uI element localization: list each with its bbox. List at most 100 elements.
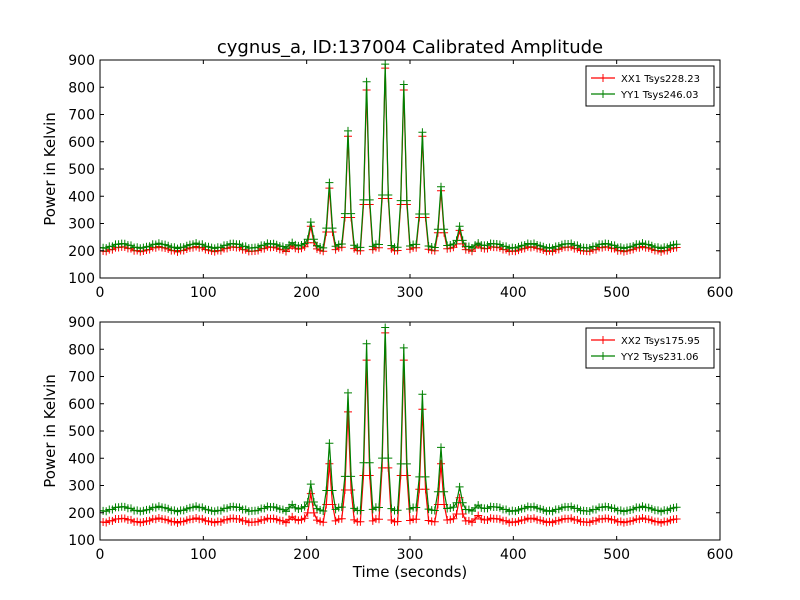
data-point-marker [412,515,421,524]
data-point-marker [347,472,356,481]
data-point-marker [319,518,328,527]
data-point-marker [337,514,346,523]
plot-area [100,60,681,256]
plot-area [100,323,681,527]
data-point-marker [393,506,402,515]
data-point-marker [328,224,337,233]
y-tick-label: 200 [68,506,95,522]
data-point-marker [458,498,467,507]
legend-label-2: YY2 Tsys231.06 [620,352,699,363]
data-point-marker [384,190,393,199]
data-point-marker [402,459,411,468]
data-point-marker [365,471,374,480]
data-point-marker [365,458,374,467]
data-point-marker [672,240,681,249]
legend: XX1 Tsys228.23 YY1 Tsys246.03 [585,65,715,107]
data-point-marker [356,506,365,515]
figure-title: cygnus_a, ID:137004 Calibrated Amplitude [217,37,603,58]
legend-label-1: XX2 Tsys175.95 [621,336,700,347]
data-point-marker [672,503,681,512]
data-point-marker [344,126,352,135]
data-point-marker [337,240,346,249]
data-point-marker [306,489,315,498]
x-tick-label: 400 [500,285,527,301]
data-point-marker [344,388,352,397]
data-point-marker [337,503,346,512]
data-point-marker [319,243,328,252]
data-point-marker [440,487,449,496]
data-point-marker [430,506,439,515]
data-point-marker [430,243,439,252]
data-point-marker [319,507,328,516]
data-point-marker [381,323,390,332]
data-point-marker [418,128,427,137]
data-point-marker [449,503,458,512]
data-point-marker [365,195,374,204]
data-point-marker [402,471,411,480]
data-point-marker [440,225,449,234]
legend-box [585,65,715,107]
data-point-marker [300,239,309,248]
y-tick-label: 600 [68,397,95,413]
data-point-marker [672,514,681,523]
data-point-marker [375,503,383,512]
y-tick-label: 600 [68,135,95,151]
series-markers-2 [100,60,681,253]
legend-label-2: YY1 Tsys246.03 [620,90,699,101]
y-tick-label: 100 [68,271,95,287]
data-point-marker [328,486,337,495]
data-point-marker [421,210,430,219]
data-point-marker [306,480,315,489]
data-point-marker [356,517,365,526]
data-point-marker [375,240,383,249]
data-point-marker [344,407,352,416]
legend-marker-2 [599,90,607,98]
data-point-marker [325,459,334,468]
legend-label-1: XX1 Tsys228.23 [621,74,700,85]
data-point-marker [393,243,402,252]
data-point-marker [300,514,309,523]
data-point-marker [402,196,411,205]
series-markers-2 [100,323,681,516]
data-point-marker [412,503,421,512]
data-point-marker [430,517,439,526]
x-tick-label: 600 [707,285,734,301]
x-tick-label: 500 [603,547,630,563]
y-axis-label: Power in Kelvin [41,112,59,226]
y-tick-label: 200 [68,244,95,260]
y-tick-label: 300 [68,217,95,233]
legend-box [585,327,715,369]
data-point-marker [309,497,318,506]
data-point-marker [384,454,393,463]
data-point-marker [412,240,421,249]
data-point-marker [437,443,445,452]
y-tick-label: 800 [68,342,95,358]
y-tick-label: 900 [68,53,95,69]
x-tick-label: 200 [293,285,320,301]
y-tick-label: 100 [68,533,95,549]
x-axis-label: Time (seconds) [352,563,468,581]
x-tick-label: 400 [500,547,527,563]
chart-panel-2: 0 100 200 300 400 500 600100200300400500600700… [41,315,733,581]
x-tick-label: 500 [603,285,630,301]
y-tick-label: 400 [68,451,95,467]
data-point-marker [306,218,315,227]
data-point-marker [309,235,318,244]
chart-panel-1: 0 100 200 300 400 500 600100200300400500600700… [41,53,733,301]
y-tick-label: 500 [68,424,95,440]
x-tick-label: 100 [190,547,217,563]
y-tick-label: 900 [68,315,95,331]
data-point-marker [347,209,356,218]
legend-marker-1 [599,74,607,82]
data-point-marker [449,514,458,523]
legend-marker-2 [599,352,607,360]
data-point-marker [399,80,408,89]
y-tick-label: 500 [68,162,95,178]
y-tick-label: 700 [68,370,95,386]
data-point-marker [458,510,467,519]
data-point-marker [356,243,365,252]
y-tick-label: 700 [68,108,95,124]
x-tick-label: 200 [293,547,320,563]
panels: 0 100 200 300 400 500 600100200300400500600700… [41,53,733,581]
x-tick-label: 0 [96,547,105,563]
